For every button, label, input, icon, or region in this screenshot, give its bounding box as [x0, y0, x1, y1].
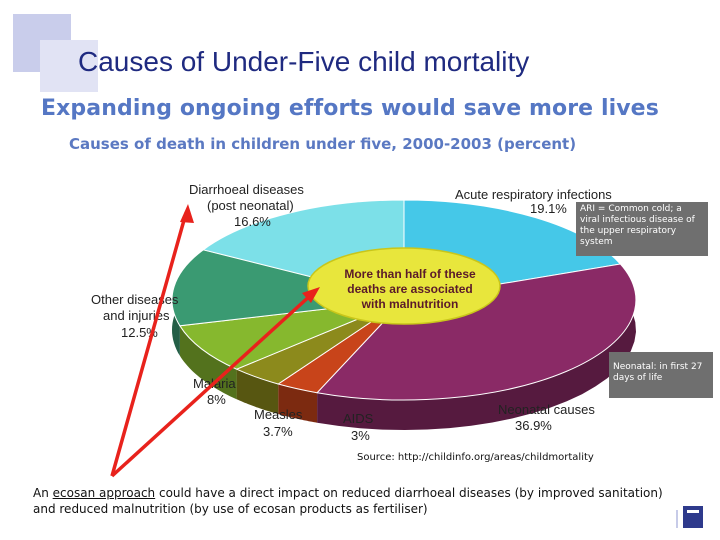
label-diarrhoea: (post neonatal)	[207, 198, 294, 213]
note-ari: ARI = Common cold; a viral infectious di…	[576, 202, 708, 256]
arrow-to-malnutrition	[110, 292, 314, 478]
value-other: 12.5%	[121, 325, 158, 340]
ecosan-link[interactable]: ecosan approach	[52, 486, 156, 500]
pie-top-layer	[171, 199, 637, 401]
label-diarrhoea: Diarrhoeal diseases	[189, 182, 304, 197]
caption-prefix: An	[33, 486, 53, 500]
arrowhead	[302, 287, 320, 303]
slice-side	[236, 369, 279, 414]
label-ari: Acute respiratory infections	[455, 187, 612, 202]
slice-side	[179, 325, 237, 400]
label-neonatal: Neonatal causes	[498, 402, 595, 417]
center-text: with malnutrition	[361, 297, 459, 311]
label-aids: AIDS	[343, 411, 374, 426]
source-text: Source: http://childinfo.org/areas/child…	[357, 452, 594, 463]
caption-rest: could have a direct impact on reduced di…	[33, 486, 663, 516]
label-other: and injuries	[103, 308, 170, 323]
label-other: Other diseases	[91, 292, 179, 307]
value-measles: 3.7%	[263, 424, 293, 439]
center-callout	[307, 247, 501, 325]
slice-side	[278, 384, 318, 423]
slide-title: Causes of Under-Five child mortality	[78, 46, 530, 77]
value-aids: 3%	[351, 428, 370, 443]
logo-divider	[676, 510, 678, 528]
logo-icon	[683, 506, 703, 528]
arrow-to-diarrhoea	[110, 212, 188, 477]
note-neonatal: Neonatal: in first 27 days of life	[609, 352, 713, 398]
decorative-square-light	[40, 40, 98, 92]
center-text: More than half of these	[344, 267, 476, 281]
value-malaria: 8%	[207, 392, 226, 407]
label-measles: Measles	[254, 407, 303, 422]
value-ari: 19.1%	[530, 201, 567, 216]
pie-slice	[316, 263, 637, 401]
value-diarrhoea: 16.6%	[234, 214, 271, 229]
chart-title: Causes of death in children under five, …	[69, 135, 577, 153]
value-neonatal: 36.9%	[515, 418, 552, 433]
arrowhead	[180, 204, 194, 223]
center-text: deaths are associated	[347, 282, 472, 296]
caption: An ecosan approach could have a direct i…	[33, 485, 673, 517]
slice-side	[317, 264, 636, 430]
headline: Expanding ongoing efforts would save mor…	[41, 96, 659, 121]
pie-slice	[171, 249, 405, 327]
arrows	[110, 204, 320, 478]
